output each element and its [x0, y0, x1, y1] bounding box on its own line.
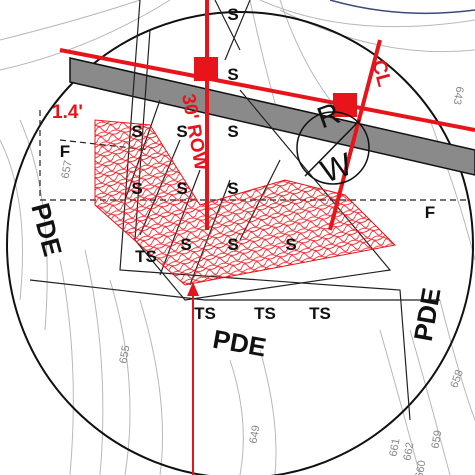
label: TS — [194, 304, 216, 323]
road — [69, 57, 475, 176]
contour-label: 649 — [248, 424, 263, 444]
rw-circle — [296, 111, 370, 185]
label: TS — [309, 304, 331, 323]
label: S — [176, 179, 187, 198]
arrow — [187, 282, 199, 296]
label: S — [131, 179, 142, 198]
label: S — [227, 65, 238, 84]
label: S — [227, 122, 238, 141]
label: TS — [254, 304, 276, 323]
contour-label: 655 — [118, 344, 133, 364]
label: S — [176, 122, 187, 141]
contour-label: 662 — [402, 441, 417, 461]
marker — [194, 57, 218, 81]
pde-label: PDE — [211, 324, 269, 363]
marker — [333, 93, 357, 117]
red-lines — [59, 0, 475, 475]
label: S — [285, 235, 296, 254]
sewer-labels: S S S S S S S S S S S TS TS TS TS F F — [60, 5, 435, 323]
contour-label: 659 — [430, 429, 445, 449]
hatched-area — [94, 119, 397, 286]
contour-label: 661 — [388, 437, 403, 457]
rw-slash — [304, 119, 361, 177]
contour-labels: 655 649 657 643 659 660 661 662 658 — [60, 85, 466, 475]
label: F — [60, 142, 70, 161]
centerline-label: CL — [367, 58, 395, 89]
magnifier — [6, 11, 474, 475]
label: S — [180, 235, 191, 254]
label: TS — [135, 247, 157, 266]
contour-label: 658 — [448, 368, 466, 389]
pde-label: PDE — [408, 286, 447, 344]
pde-label: PDE — [25, 200, 68, 259]
contour-label: 643 — [450, 85, 465, 105]
label: S — [227, 179, 238, 198]
label: S — [227, 235, 238, 254]
contour-label: 657 — [60, 159, 75, 179]
contour-label: 660 — [414, 459, 429, 475]
dimension-label: 1.4' — [52, 102, 83, 123]
label: S — [131, 122, 142, 141]
label: S — [227, 5, 238, 24]
label: F — [425, 203, 435, 222]
